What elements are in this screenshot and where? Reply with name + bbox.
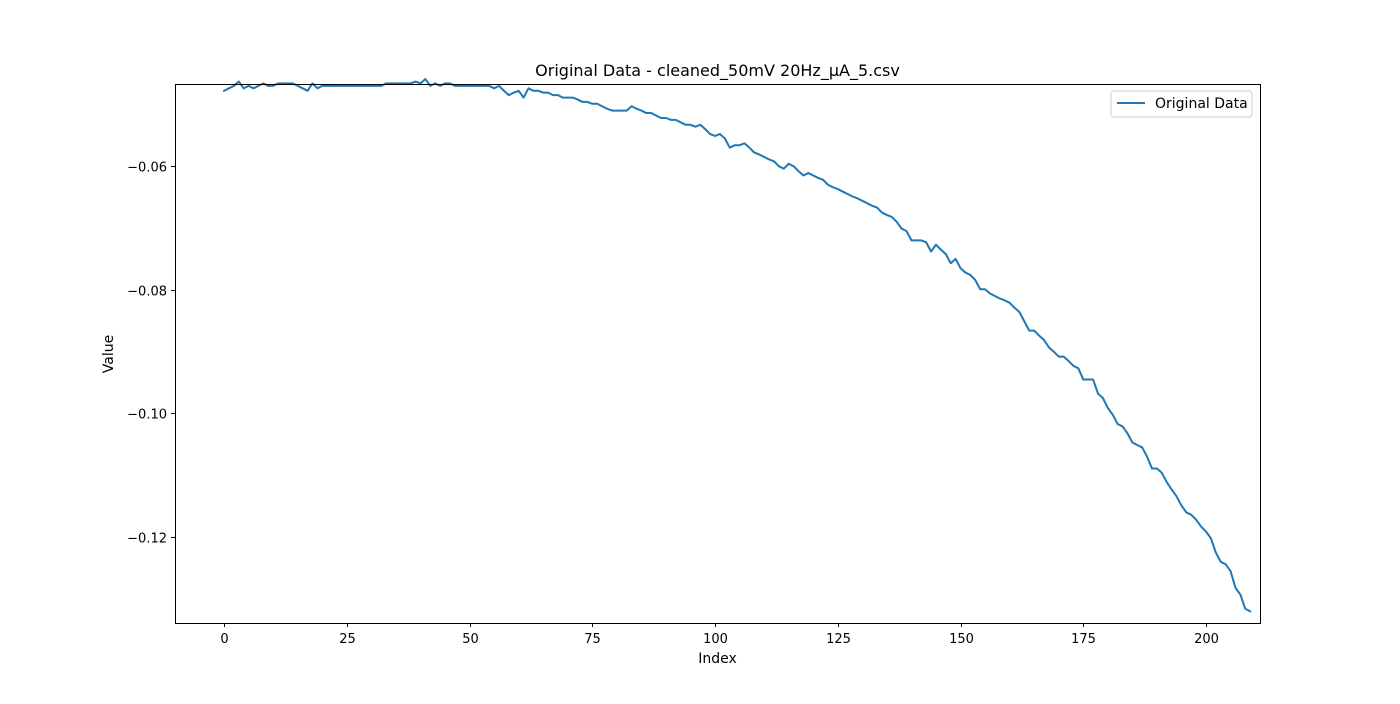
series-line-original-data	[222, 78, 1252, 613]
legend-box	[1110, 90, 1253, 118]
y-tick-label: −0.08	[127, 285, 167, 300]
x-tick-label: 200	[1194, 632, 1219, 647]
y-tick-label: −0.10	[127, 408, 167, 423]
plot-area	[222, 78, 1252, 613]
axis-ticks: 0 25 50 75 100 125 150 175 200 −0.06 −0.08 −0.10 −0.…	[127, 161, 1219, 648]
legend: Original Data	[1110, 90, 1253, 118]
x-tick-label: 75	[584, 632, 601, 647]
x-tick-label: 100	[703, 632, 728, 647]
y-tick-label: −0.06	[127, 161, 167, 176]
x-axis-label: Index	[698, 651, 737, 667]
x-tick-label: 125	[826, 632, 851, 647]
chart-title: Original Data - cleaned_50mV 20Hz_μA_5.c…	[535, 61, 900, 81]
x-tick-label: 50	[462, 632, 479, 647]
x-tick-label: 0	[220, 632, 228, 647]
x-tick-label: 175	[1071, 632, 1096, 647]
axes-frame	[175, 84, 1261, 624]
legend-label: Original Data	[1155, 96, 1248, 112]
y-tick-label: −0.12	[127, 532, 167, 547]
x-tick-label: 25	[339, 632, 356, 647]
x-tick-label: 150	[949, 632, 974, 647]
y-axis-label: Value	[101, 335, 117, 373]
